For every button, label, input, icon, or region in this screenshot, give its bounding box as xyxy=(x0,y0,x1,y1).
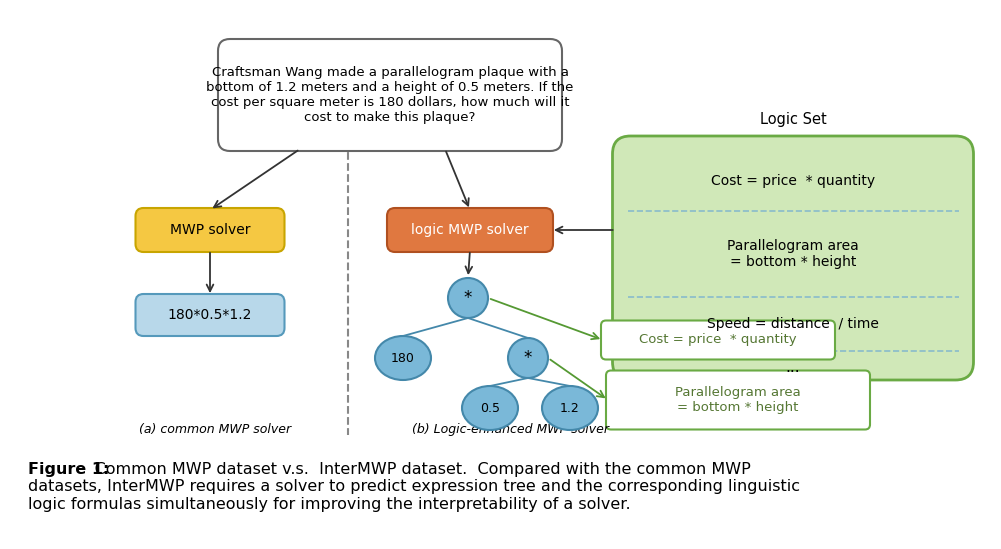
Text: MWP solver: MWP solver xyxy=(170,223,250,237)
Ellipse shape xyxy=(542,386,598,430)
Text: Common MWP dataset v.s.  InterMWP dataset.  Compared with the common MWP
dataset: Common MWP dataset v.s. InterMWP dataset… xyxy=(28,462,800,512)
Text: 1.2: 1.2 xyxy=(561,401,580,414)
FancyBboxPatch shape xyxy=(601,321,835,360)
Text: Parallelogram area
= bottom * height: Parallelogram area = bottom * height xyxy=(675,386,801,414)
Text: Figure 1:: Figure 1: xyxy=(28,462,109,477)
Text: 180*0.5*1.2: 180*0.5*1.2 xyxy=(168,308,252,322)
Text: Parallelogram area
= bottom * height: Parallelogram area = bottom * height xyxy=(727,239,859,269)
Text: (a) common MWP solver: (a) common MWP solver xyxy=(139,423,291,436)
Text: Cost = price  * quantity: Cost = price * quantity xyxy=(711,174,875,188)
Text: logic MWP solver: logic MWP solver xyxy=(411,223,529,237)
Ellipse shape xyxy=(375,336,431,380)
FancyBboxPatch shape xyxy=(387,208,553,252)
FancyBboxPatch shape xyxy=(135,208,284,252)
Text: ...: ... xyxy=(786,360,801,374)
Text: Logic Set: Logic Set xyxy=(760,112,827,127)
Text: 0.5: 0.5 xyxy=(480,401,500,414)
Text: Cost = price  * quantity: Cost = price * quantity xyxy=(640,333,797,346)
Ellipse shape xyxy=(448,278,488,318)
Text: Speed = distance  / time: Speed = distance / time xyxy=(707,317,879,331)
FancyBboxPatch shape xyxy=(613,136,974,380)
Text: *: * xyxy=(463,289,472,307)
Text: 180: 180 xyxy=(391,351,415,365)
FancyBboxPatch shape xyxy=(135,294,284,336)
Ellipse shape xyxy=(462,386,518,430)
Text: Craftsman Wang made a parallelogram plaque with a
bottom of 1.2 meters and a hei: Craftsman Wang made a parallelogram plaq… xyxy=(206,66,574,124)
Ellipse shape xyxy=(508,338,548,378)
FancyBboxPatch shape xyxy=(218,39,562,151)
Text: (b) Logic-enhanced MWP solver: (b) Logic-enhanced MWP solver xyxy=(411,423,609,436)
Text: *: * xyxy=(524,349,533,367)
FancyBboxPatch shape xyxy=(606,371,870,429)
